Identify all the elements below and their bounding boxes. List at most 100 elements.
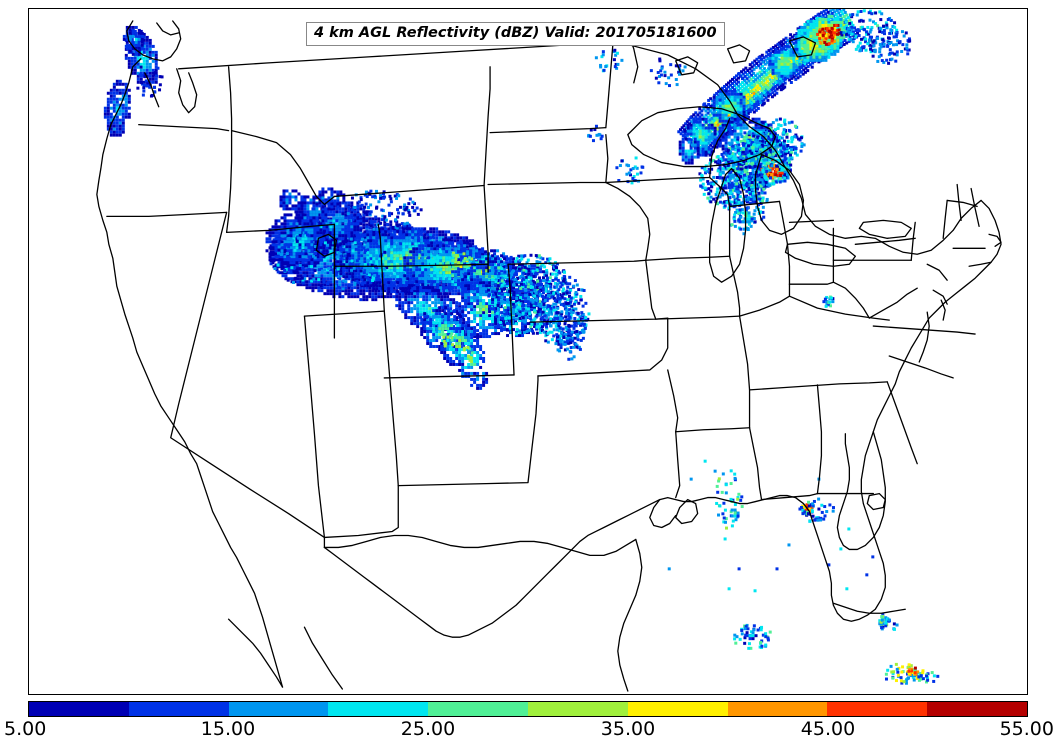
radar-pixel — [369, 248, 373, 252]
radar-pixel — [365, 298, 369, 302]
radar-pixel — [420, 239, 424, 243]
radar-pixel — [304, 240, 308, 244]
radar-pixel — [440, 322, 444, 326]
radar-pixel — [283, 240, 287, 244]
radar-pixel — [521, 285, 525, 289]
radar-pixel — [448, 286, 452, 290]
radar-pixel — [476, 293, 480, 297]
radar-pixel — [356, 289, 360, 293]
radar-pixel — [422, 295, 426, 299]
radar-pixel — [350, 295, 354, 299]
radar-pixel — [289, 237, 293, 241]
radar-pixel — [433, 241, 437, 245]
radar-pixel — [503, 313, 507, 317]
radar-pixel — [322, 225, 326, 229]
radar-pixel — [426, 321, 430, 325]
radar-pixel — [485, 329, 489, 333]
radar-pixel — [473, 275, 477, 279]
radar-pixel — [297, 192, 301, 196]
radar-pixel — [497, 269, 501, 273]
radar-pixel — [145, 71, 149, 75]
radar-pixel — [312, 196, 316, 200]
radar-pixel — [289, 222, 293, 226]
radar-pixel — [485, 311, 489, 315]
radar-pixel — [465, 248, 469, 252]
radar-pixel — [482, 281, 486, 285]
radar-pixel — [350, 210, 354, 214]
radar-pixel — [500, 326, 504, 330]
radar-pixel — [323, 204, 327, 208]
radar-pixel — [310, 261, 314, 265]
radar-pixel — [473, 281, 477, 285]
radar-pixel — [426, 239, 430, 243]
radar-pixel — [515, 281, 519, 285]
radar-pixel — [274, 246, 278, 250]
radar-pixel — [454, 286, 458, 290]
radar-pixel — [371, 295, 375, 299]
radar-pixel — [448, 274, 452, 278]
radar-pixel — [432, 236, 436, 240]
radar-pixel — [418, 250, 422, 254]
radar-pixel — [456, 312, 460, 316]
radar-pixel — [339, 245, 343, 249]
radar-pixel — [445, 265, 449, 269]
radar-pixel — [488, 272, 492, 276]
radar-pixel — [292, 264, 296, 268]
radar-pixel — [131, 46, 135, 50]
radar-pixel — [357, 272, 361, 276]
radar-pixel — [461, 305, 465, 309]
radar-pixel — [485, 335, 489, 339]
radar-pixel — [318, 193, 322, 197]
radar-pixel — [311, 253, 315, 257]
radar-pixel — [532, 325, 536, 329]
radar-pixel — [274, 219, 278, 223]
radar-pixel — [298, 267, 302, 271]
radar-pixel — [485, 305, 489, 309]
radar-pixel — [106, 97, 110, 101]
radar-pixel — [503, 295, 507, 299]
radar-pixel — [475, 285, 479, 289]
radar-pixel — [424, 277, 428, 281]
radar-pixel — [494, 272, 498, 276]
radar-pixel — [313, 234, 317, 238]
radar-pixel — [503, 301, 507, 305]
radar-pixel — [467, 336, 471, 340]
radar-pixel — [464, 296, 468, 300]
radar-pixel — [335, 231, 339, 235]
radar-pixel — [118, 82, 122, 86]
radar-pixel — [118, 118, 122, 122]
radar-pixel — [356, 204, 360, 208]
radar-pixel — [323, 262, 327, 266]
radar-pixel — [125, 37, 129, 41]
radar-pixel — [445, 268, 449, 272]
radar-pixel — [488, 284, 492, 288]
radar-pixel — [463, 247, 467, 251]
radar-pixel — [106, 103, 110, 107]
radar-pixel — [447, 327, 451, 331]
radar-pixel — [286, 231, 290, 235]
radar-pixel — [439, 271, 443, 275]
radar-pixel — [329, 217, 333, 221]
radar-pixel — [448, 265, 452, 269]
radar-pixel — [154, 53, 158, 57]
radar-pixel — [399, 269, 403, 273]
radar-pixel — [118, 97, 122, 101]
radar-pixel — [138, 73, 142, 77]
radar-pixel — [444, 315, 448, 319]
radar-pixel — [295, 255, 299, 259]
radar-pixel — [362, 298, 366, 302]
radar-pixel — [121, 82, 125, 86]
radar-pixel — [420, 236, 424, 240]
radar-pixel — [348, 245, 352, 249]
radar-pixel — [344, 283, 348, 287]
radar-pixel — [432, 315, 436, 319]
radar-pixel — [412, 256, 416, 260]
radar-pixel — [323, 265, 327, 269]
radar-pixel — [450, 251, 454, 255]
radar-pixel — [109, 112, 113, 116]
radar-pixel — [324, 216, 328, 220]
radar-pixel — [359, 292, 363, 296]
radar-pixel — [137, 40, 141, 44]
radar-pixel — [497, 275, 501, 279]
radar-pixel — [430, 274, 434, 278]
